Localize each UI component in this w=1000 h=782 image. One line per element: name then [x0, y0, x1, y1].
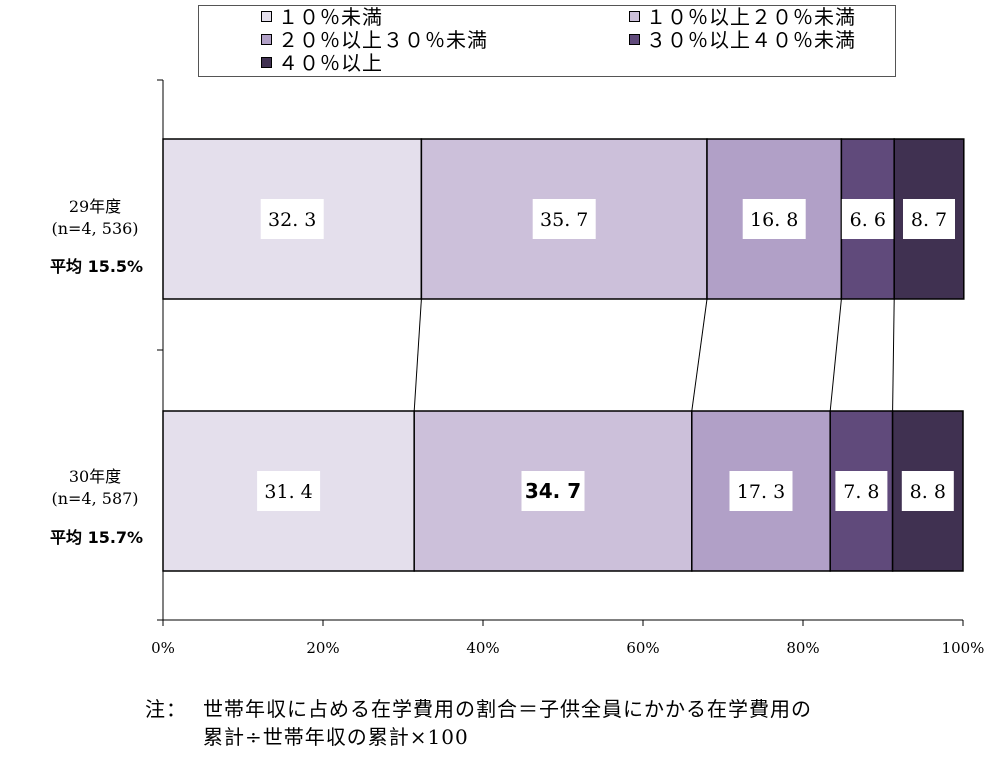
data-label: 8. 7 — [911, 209, 947, 231]
data-label-box — [841, 199, 894, 239]
category-label: 29年度 (n=4, 536) — [40, 196, 150, 240]
data-label-box — [521, 471, 585, 511]
legend-swatch — [261, 34, 272, 45]
connector-line — [892, 298, 895, 412]
data-label: 34. 7 — [525, 479, 581, 503]
data-label: 32. 3 — [268, 209, 316, 231]
data-label-box — [532, 199, 596, 239]
legend-item: ３０％以上４０％未満 — [629, 29, 856, 51]
legend-item: ２０％以上３０％未満 — [261, 29, 488, 51]
data-label: 6. 6 — [850, 209, 886, 231]
x-tick-label: 20% — [306, 639, 339, 657]
legend-label: ４０％以上 — [278, 51, 383, 75]
legend-swatch — [629, 34, 640, 45]
footnote: 注： 世帯年収に占める在学費用の割合＝子供全員にかかる在学費用の 累計÷世帯年収の… — [145, 695, 812, 751]
x-tick-label: 40% — [466, 639, 499, 657]
category-year: 29年度 — [68, 197, 122, 216]
legend-item: １０％以上２０％未満 — [629, 6, 856, 28]
x-tick-label: 80% — [786, 639, 819, 657]
data-label-box — [260, 199, 324, 239]
category-average: 平均 15.5% — [50, 257, 144, 276]
note-line-1: 世帯年収に占める在学費用の割合＝子供全員にかかる在学費用の — [203, 697, 812, 721]
note-line-2: 累計÷世帯年収の累計×100 — [203, 725, 469, 749]
connector-line — [691, 298, 708, 412]
legend-swatch — [261, 11, 272, 22]
x-tick-label: 100% — [942, 639, 985, 657]
legend-label: １０％未満 — [278, 5, 383, 29]
connector-line — [829, 298, 842, 412]
data-label: 8. 8 — [910, 481, 946, 503]
data-label-box — [729, 471, 793, 511]
category-n: (n=4, 536) — [51, 219, 139, 238]
category-n: (n=4, 587) — [51, 489, 139, 508]
connector-line — [413, 298, 422, 412]
data-label-box — [835, 471, 888, 511]
data-label: 31. 4 — [264, 481, 312, 503]
data-label: 35. 7 — [540, 209, 588, 231]
legend-item: １０％未満 — [261, 6, 383, 28]
category-average: 平均 15.7% — [50, 528, 144, 547]
legend-label: １０％以上２０％未満 — [646, 5, 856, 29]
category-label: 30年度 (n=4, 587) — [40, 466, 150, 510]
data-label-box — [742, 199, 806, 239]
data-label-box — [901, 471, 954, 511]
legend-label: ３０％以上４０％未満 — [646, 28, 856, 52]
legend-item: ４０％以上 — [261, 52, 383, 74]
legend: １０％未満 １０％以上２０％未満 ２０％以上３０％未満 ３０％以上４０％未満 ４… — [198, 5, 896, 77]
data-label-box — [903, 199, 955, 239]
data-label: 7. 8 — [843, 481, 879, 503]
x-tick-label: 0% — [151, 639, 175, 657]
legend-swatch — [261, 57, 272, 68]
category-year: 30年度 — [68, 467, 122, 486]
data-label: 17. 3 — [737, 481, 785, 503]
legend-label: ２０％以上３０％未満 — [278, 28, 488, 52]
x-tick-label: 60% — [626, 639, 659, 657]
data-label-box — [257, 471, 321, 511]
legend-swatch — [629, 11, 640, 22]
data-label: 16. 8 — [750, 209, 798, 231]
note-prefix: 注： — [145, 697, 187, 721]
